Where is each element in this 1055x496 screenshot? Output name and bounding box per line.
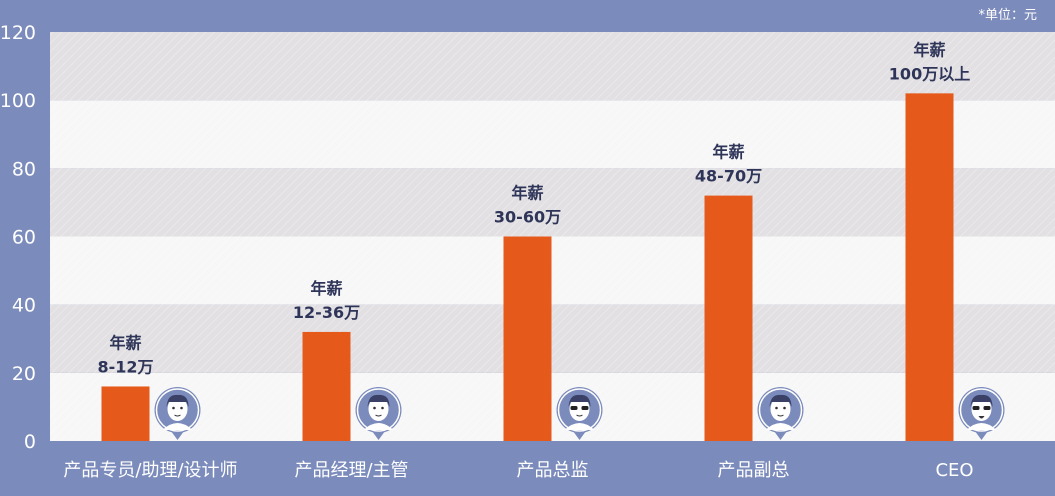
data-label-title: 年薪 <box>109 333 141 352</box>
y-tick-label: 20 <box>12 363 36 385</box>
bar <box>302 331 351 441</box>
grid-bands <box>50 32 1055 441</box>
bars <box>101 93 954 441</box>
y-tick-label: 100 <box>0 90 36 112</box>
data-label-title: 年薪 <box>511 184 543 203</box>
y-tick-label: 120 <box>0 22 36 44</box>
grid-band-hatch <box>50 32 1055 101</box>
avatars <box>154 387 1005 440</box>
y-tick-label: 80 <box>12 158 36 180</box>
data-label-range: 30-60万 <box>494 208 561 227</box>
data-label-title: 年薪 <box>712 143 744 162</box>
avatar-goatee-sunglasses-icon <box>958 387 1005 440</box>
unit-note: *单位：元 <box>978 8 1037 23</box>
bar <box>704 195 753 441</box>
grid-band-hatch <box>50 168 1055 237</box>
data-label-range: 8-12万 <box>97 357 153 376</box>
avatar-sunglasses-icon <box>556 387 603 440</box>
y-axis-ticks: 0 20 40 60 80 100 120 <box>0 22 36 453</box>
avatar-flat-top-icon <box>757 387 804 440</box>
y-tick-label: 0 <box>24 431 36 453</box>
x-axis-ticks: 产品专员/助理/设计师 产品经理/主管 产品总监 产品副总 CEO <box>63 460 973 481</box>
bar <box>905 93 954 441</box>
grid-band-hatch <box>50 100 1055 169</box>
x-tick-label: 产品专员/助理/设计师 <box>63 460 237 481</box>
bar <box>503 236 552 441</box>
data-label-range: 12-36万 <box>293 303 360 322</box>
x-tick-label: CEO <box>935 460 973 481</box>
data-label-range: 100万以上 <box>889 64 970 83</box>
x-tick-label: 产品经理/主管 <box>294 460 408 481</box>
grid-band-hatch <box>50 236 1055 305</box>
x-tick-label: 产品总监 <box>517 460 589 481</box>
grid-band-hatch <box>50 372 1055 441</box>
bar <box>101 386 150 441</box>
x-tick-label: 产品副总 <box>718 460 790 481</box>
avatar-short-hair-icon <box>355 387 402 440</box>
avatar-side-part-icon <box>154 387 201 440</box>
data-label-title: 年薪 <box>913 40 945 59</box>
y-tick-label: 60 <box>12 227 36 249</box>
data-label-title: 年薪 <box>310 279 342 298</box>
y-tick-label: 40 <box>12 295 36 317</box>
data-label-range: 48-70万 <box>695 167 762 186</box>
grid-band-hatch <box>50 304 1055 373</box>
